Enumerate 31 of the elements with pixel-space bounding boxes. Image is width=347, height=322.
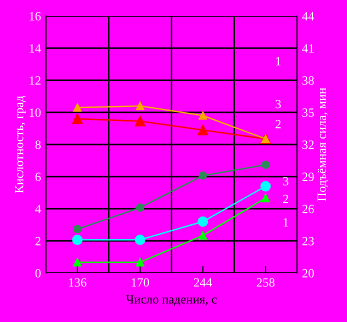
- x-tick-label: 244: [194, 278, 212, 287]
- x-tick-label: 170: [132, 278, 150, 287]
- y-tick-label: 6: [35, 172, 41, 182]
- annotation: 2: [276, 120, 281, 128]
- annotation: 1: [276, 57, 281, 66]
- y2-tick-label: 20: [302, 269, 314, 278]
- y-tick-label: 16: [30, 12, 41, 20]
- y2-tick-label: 41: [302, 44, 314, 52]
- y-tick-label: 2: [35, 236, 40, 246]
- x-axis-title: Число падения, с: [126, 295, 217, 306]
- y-axis-title: Кислотность, град: [15, 96, 26, 194]
- y2-tick-label: 26: [302, 204, 314, 214]
- annotation: 3: [283, 177, 288, 186]
- y-tick-label: 4: [35, 204, 41, 214]
- x-tick-label: 258: [256, 278, 275, 287]
- x-tick-label: 136: [69, 278, 86, 287]
- y2-tick-label: 32: [302, 140, 314, 149]
- y-tick-label: 8: [35, 140, 41, 149]
- annotation: 1: [284, 218, 288, 226]
- y-tick-label: 0: [35, 269, 41, 278]
- y2-tick-label: 44: [302, 12, 314, 20]
- y-tick-label: 14: [30, 44, 41, 52]
- y-tick-label: 12: [30, 76, 40, 85]
- annotation: 2: [283, 194, 288, 204]
- y-tick-label: 10: [30, 108, 41, 117]
- annotation: 3: [276, 100, 281, 108]
- y2-tick-label: 35: [302, 108, 314, 117]
- y2-axis-title: Подъёмная сила, мин: [318, 88, 328, 202]
- y2-tick-label: 23: [302, 236, 314, 246]
- y2-tick-label: 38: [302, 76, 314, 85]
- y2-tick-label: 29: [302, 172, 314, 182]
